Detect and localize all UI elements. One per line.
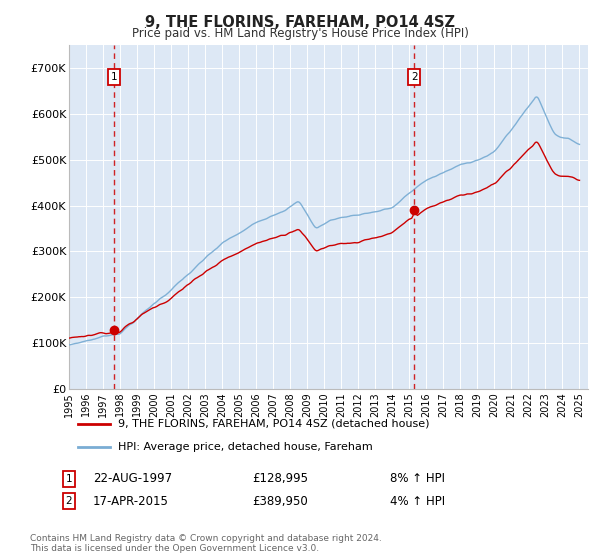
Text: £389,950: £389,950 <box>252 494 308 508</box>
Text: 9, THE FLORINS, FAREHAM, PO14 4SZ (detached house): 9, THE FLORINS, FAREHAM, PO14 4SZ (detac… <box>119 419 430 429</box>
Text: 1: 1 <box>65 474 73 484</box>
Text: 2: 2 <box>65 496 73 506</box>
Text: 4% ↑ HPI: 4% ↑ HPI <box>390 494 445 508</box>
Text: 9, THE FLORINS, FAREHAM, PO14 4SZ: 9, THE FLORINS, FAREHAM, PO14 4SZ <box>145 15 455 30</box>
Text: Contains HM Land Registry data © Crown copyright and database right 2024.
This d: Contains HM Land Registry data © Crown c… <box>30 534 382 553</box>
Text: 8% ↑ HPI: 8% ↑ HPI <box>390 472 445 486</box>
Text: £128,995: £128,995 <box>252 472 308 486</box>
Text: 22-AUG-1997: 22-AUG-1997 <box>93 472 172 486</box>
Text: 1: 1 <box>110 72 117 82</box>
Text: HPI: Average price, detached house, Fareham: HPI: Average price, detached house, Fare… <box>119 442 373 452</box>
Text: 17-APR-2015: 17-APR-2015 <box>93 494 169 508</box>
Text: 2: 2 <box>411 72 418 82</box>
Text: Price paid vs. HM Land Registry's House Price Index (HPI): Price paid vs. HM Land Registry's House … <box>131 27 469 40</box>
